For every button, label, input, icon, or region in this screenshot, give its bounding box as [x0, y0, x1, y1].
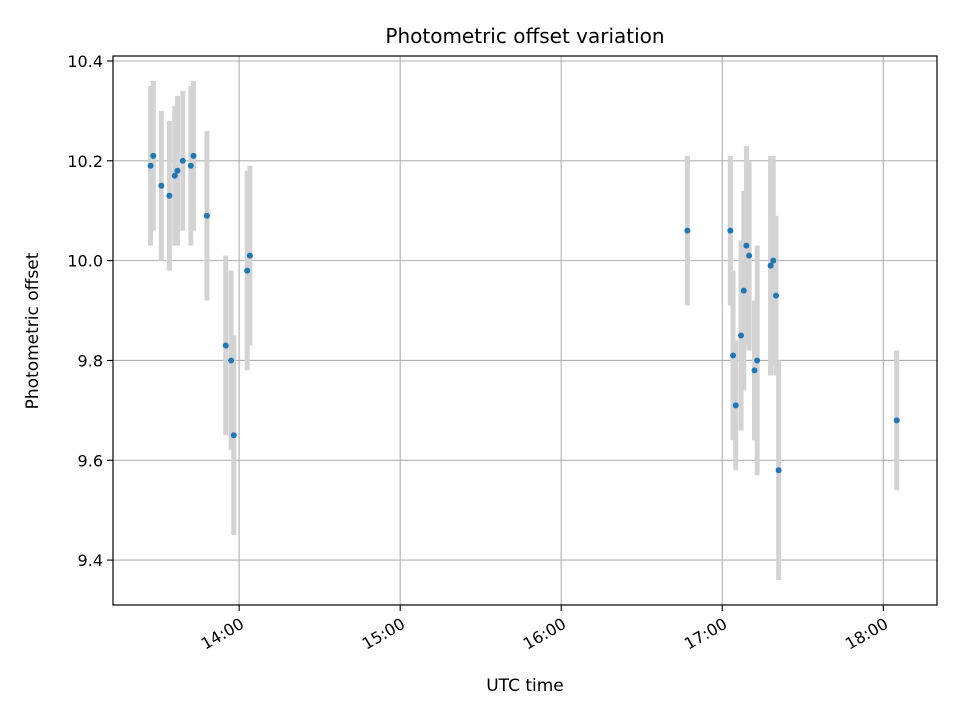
data-point: [174, 167, 181, 174]
data-point: [767, 262, 774, 269]
y-tick-label: 9.8: [78, 351, 103, 370]
data-point: [246, 252, 253, 259]
chart-title: Photometric offset variation: [385, 24, 664, 48]
y-axis-ticks: 9.4 9.6 9.8 10.0 10.2 10.4: [67, 52, 113, 570]
data-point: [179, 157, 186, 164]
x-axis-label: UTC time: [486, 676, 564, 696]
data-point: [738, 332, 745, 339]
data-point: [893, 417, 900, 424]
data-point: [732, 402, 739, 409]
data-point: [740, 287, 747, 294]
data-point: [203, 212, 210, 219]
data-point: [171, 172, 178, 179]
y-tick-label: 10.4: [67, 52, 103, 71]
data-point: [228, 357, 235, 364]
data-point: [754, 357, 761, 364]
data-point: [166, 192, 173, 199]
data-point: [772, 292, 779, 299]
data-point: [150, 152, 157, 159]
data-point: [775, 467, 782, 474]
y-tick-label: 10.2: [67, 152, 103, 171]
data-point: [727, 227, 734, 234]
data-point: [222, 342, 229, 349]
y-tick-label: 10.0: [67, 252, 103, 271]
data-point: [158, 182, 165, 189]
data-point: [190, 152, 197, 159]
data-point: [746, 252, 753, 259]
y-tick-label: 9.6: [78, 451, 103, 470]
data-point: [230, 432, 237, 439]
data-points: [147, 152, 900, 474]
data-point: [751, 367, 758, 374]
data-point: [684, 227, 691, 234]
y-tick-label: 9.4: [78, 551, 103, 570]
plot-frame: [112, 55, 938, 606]
data-point: [730, 352, 737, 359]
data-point: [187, 162, 194, 169]
data-point: [147, 162, 154, 169]
data-point: [770, 257, 777, 264]
data-point: [244, 267, 251, 274]
y-axis-label: Photometric offset: [23, 252, 43, 409]
data-point: [743, 242, 750, 249]
